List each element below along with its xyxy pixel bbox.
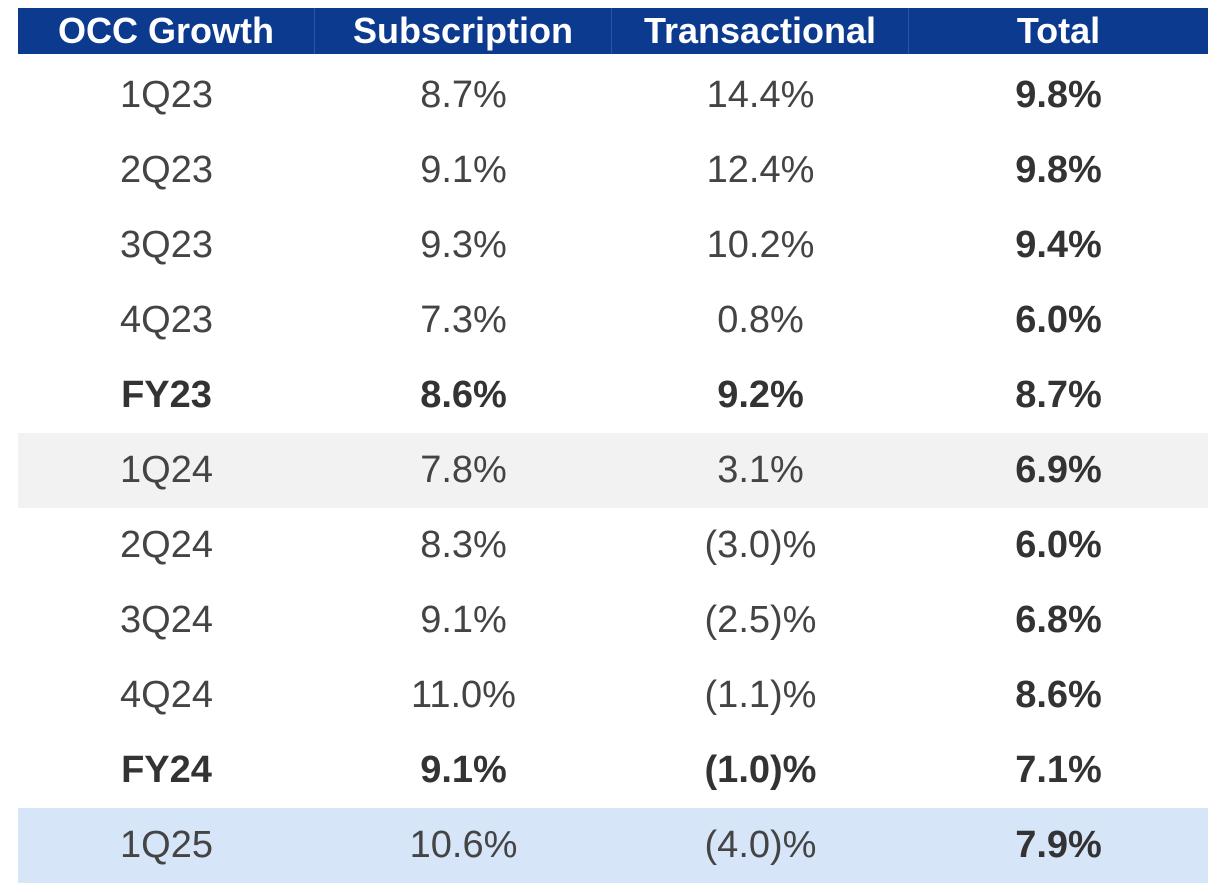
subscription-cell: 8.7% [420,74,507,116]
header-subscription: Subscription [315,8,612,54]
total-cell: 7.1% [1015,749,1102,791]
period-cell: 2Q24 [120,524,213,566]
total-cell: 6.9% [1015,449,1102,491]
period-cell: 4Q23 [120,299,213,341]
table-header: OCC Growth Subscription Transactional To… [18,8,1208,54]
table-row: 3Q23 9.3% 10.2% 9.4% [18,208,1208,283]
transactional-cell: 0.8% [717,299,804,341]
table-row: 1Q24 7.8% 3.1% 6.9% [18,433,1208,508]
subscription-cell: 9.3% [420,224,507,266]
transactional-cell: 12.4% [706,149,815,191]
total-cell: 9.8% [1015,74,1102,116]
total-cell: 9.8% [1015,149,1102,191]
total-cell: 8.6% [1015,674,1102,716]
table-row: 2Q23 9.1% 12.4% 9.8% [18,133,1208,208]
period-cell: 4Q24 [120,674,213,716]
period-cell: 1Q24 [120,449,213,491]
transactional-cell: (3.0)% [704,524,817,566]
header-transactional: Transactional [612,8,909,54]
subscription-cell: 9.1% [420,749,507,791]
total-cell: 9.4% [1015,224,1102,266]
transactional-cell: (1.0)% [704,749,817,791]
subscription-cell: 9.1% [420,599,507,641]
period-cell: FY23 [121,374,212,416]
subscription-cell: 7.3% [420,299,507,341]
period-cell: 2Q23 [120,149,213,191]
subscription-cell: 11.0% [411,674,516,716]
transactional-cell: (1.1)% [704,674,817,716]
total-cell: 7.9% [1015,824,1102,866]
table-body: 1Q23 8.7% 14.4% 9.8% 2Q23 9.1% 12.4% 9.8% 3Q23 9.… [18,58,1208,883]
transactional-cell: (4.0)% [704,824,817,866]
period-cell: 3Q23 [120,224,213,266]
subscription-cell: 8.3% [420,524,507,566]
period-cell: FY24 [121,749,212,791]
period-cell: 1Q25 [120,824,213,866]
header-total: Total [1016,10,1101,51]
total-cell: 6.0% [1015,299,1102,341]
period-cell: 3Q24 [120,599,213,641]
table-row: FY24 9.1% (1.0)% 7.1% [18,733,1208,808]
total-cell: 8.7% [1015,374,1102,416]
transactional-cell: 10.2% [706,224,815,266]
table-row: FY23 8.6% 9.2% 8.7% [18,358,1208,433]
transactional-cell: 14.4% [706,74,815,116]
subscription-cell: 9.1% [420,149,507,191]
transactional-cell: 3.1% [717,449,804,491]
occ-growth-table: OCC Growth Subscription Transactional To… [18,8,1208,883]
transactional-cell: 9.2% [717,374,804,416]
table-row: 2Q24 8.3% (3.0)% 6.0% [18,508,1208,583]
period-cell: 1Q23 [120,74,213,116]
total-cell: 6.8% [1015,599,1102,641]
table-row: 1Q25 10.6% (4.0)% 7.9% [18,808,1208,883]
subscription-cell: 8.6% [420,374,507,416]
table-row: 4Q23 7.3% 0.8% 6.0% [18,283,1208,358]
subscription-cell: 10.6% [409,824,518,866]
table-row: 1Q23 8.7% 14.4% 9.8% [18,58,1208,133]
header-occ-growth: OCC Growth [18,8,315,54]
table-row: 3Q24 9.1% (2.5)% 6.8% [18,583,1208,658]
transactional-cell: (2.5)% [704,599,817,641]
subscription-cell: 7.8% [420,449,507,491]
total-cell: 6.0% [1015,524,1102,566]
table-row: 4Q24 11.0% (1.1)% 8.6% [18,658,1208,733]
